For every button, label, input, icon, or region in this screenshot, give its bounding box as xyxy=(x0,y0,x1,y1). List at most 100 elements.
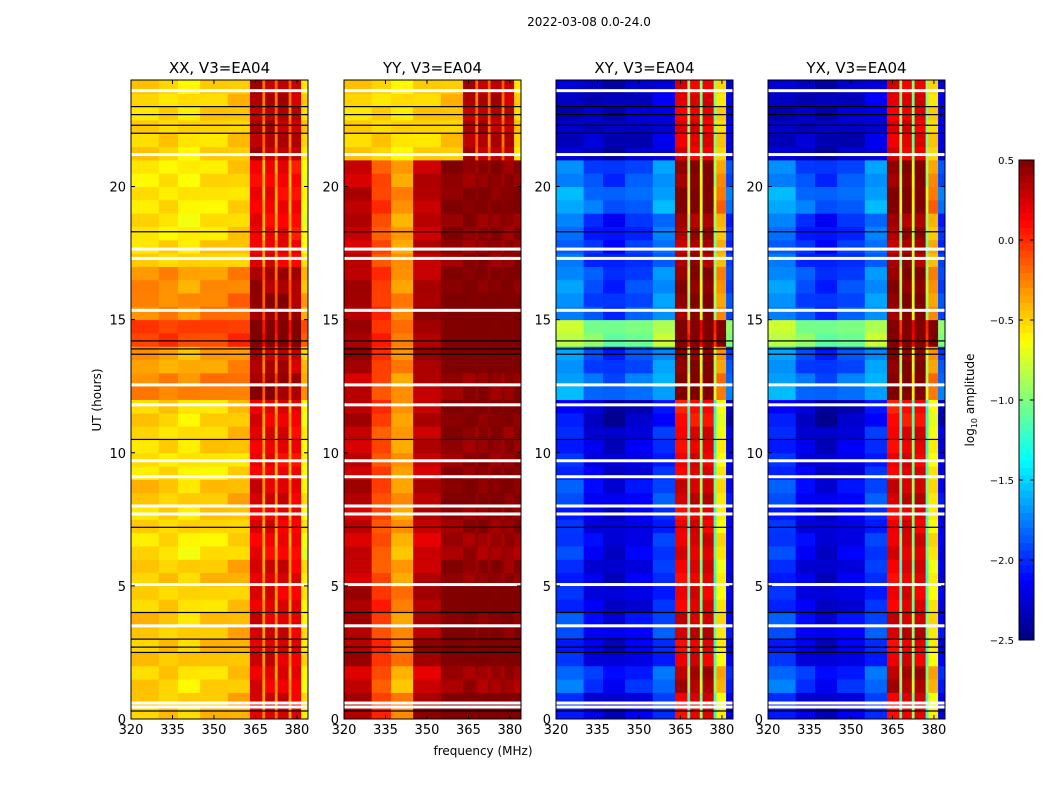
heatmap-cell xyxy=(265,399,276,414)
heatmap-cell xyxy=(274,106,279,121)
heatmap-cell xyxy=(277,599,290,613)
heatmap-cell xyxy=(475,159,479,174)
heatmap-cell xyxy=(938,652,946,667)
heatmap-cell xyxy=(131,93,160,108)
flagged-row xyxy=(556,383,733,387)
heatmap-cell xyxy=(440,412,464,427)
heatmap-cell xyxy=(687,239,691,254)
heatmap-cell xyxy=(886,532,900,547)
heatmap-cell xyxy=(265,226,276,241)
heatmap-cell xyxy=(490,186,503,201)
heatmap-cell xyxy=(344,665,373,680)
heatmap-cell xyxy=(726,159,734,174)
heatmap-cell xyxy=(288,479,292,494)
heatmap-cell xyxy=(938,332,946,347)
heatmap-cell xyxy=(274,359,279,374)
heatmap-cell xyxy=(837,119,866,134)
colorbar: 0.50.0−0.5−1.0−1.5−2.0−2.5 xyxy=(990,156,1035,647)
heatmap-cell xyxy=(514,545,522,560)
heatmap-cell xyxy=(938,532,946,547)
heatmap-cell xyxy=(768,412,797,427)
flagged-row xyxy=(131,624,308,628)
heatmap-cell xyxy=(131,133,160,148)
heatmap-cell xyxy=(344,386,373,400)
heatmap-cell xyxy=(178,625,201,640)
heatmap-cell xyxy=(490,80,503,94)
heatmap-cell xyxy=(504,492,515,507)
heatmap-cell xyxy=(556,426,585,440)
heatmap-cell xyxy=(501,399,505,414)
heatmap-cell xyxy=(652,625,676,640)
heatmap-cell xyxy=(886,306,900,321)
heatmap-cell xyxy=(886,93,900,108)
heatmap-cell xyxy=(716,692,727,707)
heatmap-cell xyxy=(301,239,309,254)
heatmap-cell xyxy=(501,679,505,693)
heatmap-cell xyxy=(487,372,492,387)
dark-row-line xyxy=(556,231,733,233)
heatmap-cell xyxy=(475,545,479,560)
heatmap-cell xyxy=(911,692,916,707)
heatmap-cell xyxy=(288,213,292,227)
heatmap-cell xyxy=(301,173,309,187)
heatmap-cell xyxy=(462,572,476,587)
colorbar-segment xyxy=(1019,460,1034,468)
heatmap-cell xyxy=(652,119,676,134)
heatmap-cell xyxy=(938,186,946,201)
heatmap-cell xyxy=(478,319,489,334)
heatmap-cell xyxy=(674,532,688,547)
heatmap-cell xyxy=(687,625,691,640)
heatmap-cell xyxy=(391,306,414,321)
colorbar-tick-label: −1.5 xyxy=(990,476,1014,487)
heatmap-cell xyxy=(344,332,373,347)
heatmap-cell xyxy=(899,705,903,720)
heatmap-cell xyxy=(768,399,797,414)
heatmap-cell xyxy=(815,612,838,627)
heatmap-cell xyxy=(504,253,515,267)
heatmap-cell xyxy=(699,213,704,227)
heatmap-cell xyxy=(674,226,688,241)
heatmap-cell xyxy=(478,226,489,241)
heatmap-cell xyxy=(702,93,715,108)
heatmap-cell xyxy=(928,186,939,201)
flagged-row xyxy=(768,701,945,705)
heatmap-cell xyxy=(131,213,160,227)
heatmap-cell xyxy=(487,199,492,214)
dark-row-line xyxy=(556,651,733,654)
heatmap-cell xyxy=(288,186,292,201)
heatmap-cell xyxy=(603,93,626,108)
heatmap-cell xyxy=(603,439,626,454)
heatmap-cell xyxy=(583,119,604,134)
heatmap-cell xyxy=(716,466,727,480)
heatmap-cell xyxy=(277,705,290,720)
heatmap-cell xyxy=(490,159,503,174)
heatmap-cell xyxy=(603,319,626,334)
heatmap-cell xyxy=(603,679,626,693)
heatmap-cell xyxy=(899,332,903,347)
heatmap-cell xyxy=(652,199,676,214)
heatmap-cell xyxy=(899,80,903,94)
heatmap-cell xyxy=(652,346,676,361)
colorbar-segment xyxy=(1019,295,1034,303)
heatmap-cell xyxy=(938,359,946,374)
heatmap-cell xyxy=(227,399,251,414)
heatmap-cell xyxy=(886,665,900,680)
heatmap-cell xyxy=(288,532,292,547)
heatmap-cell xyxy=(674,572,688,587)
colorbar-segment xyxy=(1019,542,1034,551)
heatmap-cell xyxy=(928,599,939,613)
heatmap-cell xyxy=(690,426,701,440)
heatmap-cell xyxy=(344,612,373,627)
heatmap-cell xyxy=(501,93,505,108)
heatmap-cell xyxy=(815,572,838,587)
heatmap-cell xyxy=(262,133,266,148)
heatmap-cell xyxy=(249,705,263,720)
heatmap-cell xyxy=(699,346,704,361)
heatmap-cell xyxy=(504,625,515,640)
heatmap-cell xyxy=(928,692,939,707)
heatmap-cell xyxy=(371,372,392,387)
heatmap-cell xyxy=(291,306,302,321)
heatmap-cell xyxy=(504,239,515,254)
heatmap-cell xyxy=(603,106,626,121)
dark-row-line xyxy=(556,646,733,648)
